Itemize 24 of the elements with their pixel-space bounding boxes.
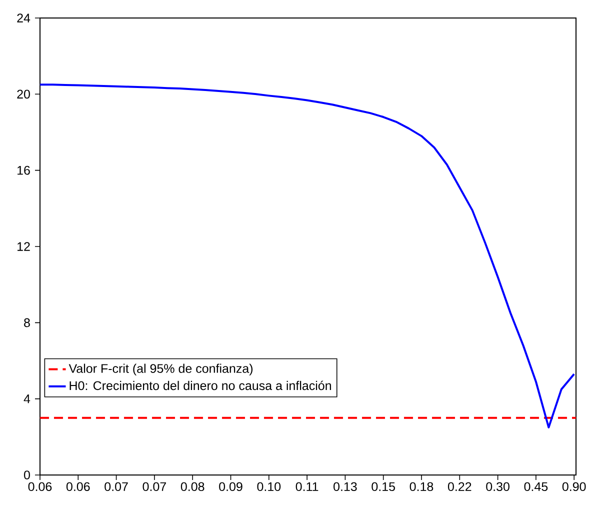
y-tick-label: 4 xyxy=(24,394,30,404)
y-tick-label: 0 xyxy=(24,470,30,480)
x-tick-label: 0.13 xyxy=(334,482,357,492)
y-tick-label: 16 xyxy=(18,166,30,175)
y-tick-label: 24 xyxy=(17,14,30,22)
x-tick-label: 0.18 xyxy=(410,482,434,492)
x-tick-label: 0.45 xyxy=(524,482,548,492)
x-tick-label: 0.90 xyxy=(562,482,586,492)
x-tick-label: 0.10 xyxy=(257,482,281,492)
x-tick-label: 0.22 xyxy=(448,482,472,492)
y-tick-label: 20 xyxy=(17,90,30,99)
x-tick-label: 0.30 xyxy=(486,482,510,492)
y-tick-label: 12 xyxy=(18,242,30,251)
x-tick-label: 0.11 xyxy=(296,482,318,492)
x-tick-label: 0.08 xyxy=(180,482,204,492)
x-tick-label: 0.09 xyxy=(219,482,242,492)
legend-label: Valor F-crit (al 95% de confianza) xyxy=(68,364,253,376)
x-tick-label: 0.06 xyxy=(66,482,90,492)
x-tick-label: 0.15 xyxy=(372,482,395,492)
y-tick-label: 8 xyxy=(24,318,30,328)
x-tick-label: 0.07 xyxy=(142,482,166,492)
legend-label: H0: Crecimiento del dinero no causa a inflación xyxy=(70,380,331,390)
x-tick-label: 0.06 xyxy=(28,482,52,492)
x-tick-label: 0.07 xyxy=(104,482,128,492)
